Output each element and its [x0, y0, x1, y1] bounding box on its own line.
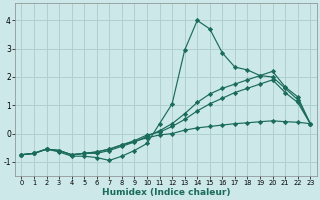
X-axis label: Humidex (Indice chaleur): Humidex (Indice chaleur) — [101, 188, 230, 197]
